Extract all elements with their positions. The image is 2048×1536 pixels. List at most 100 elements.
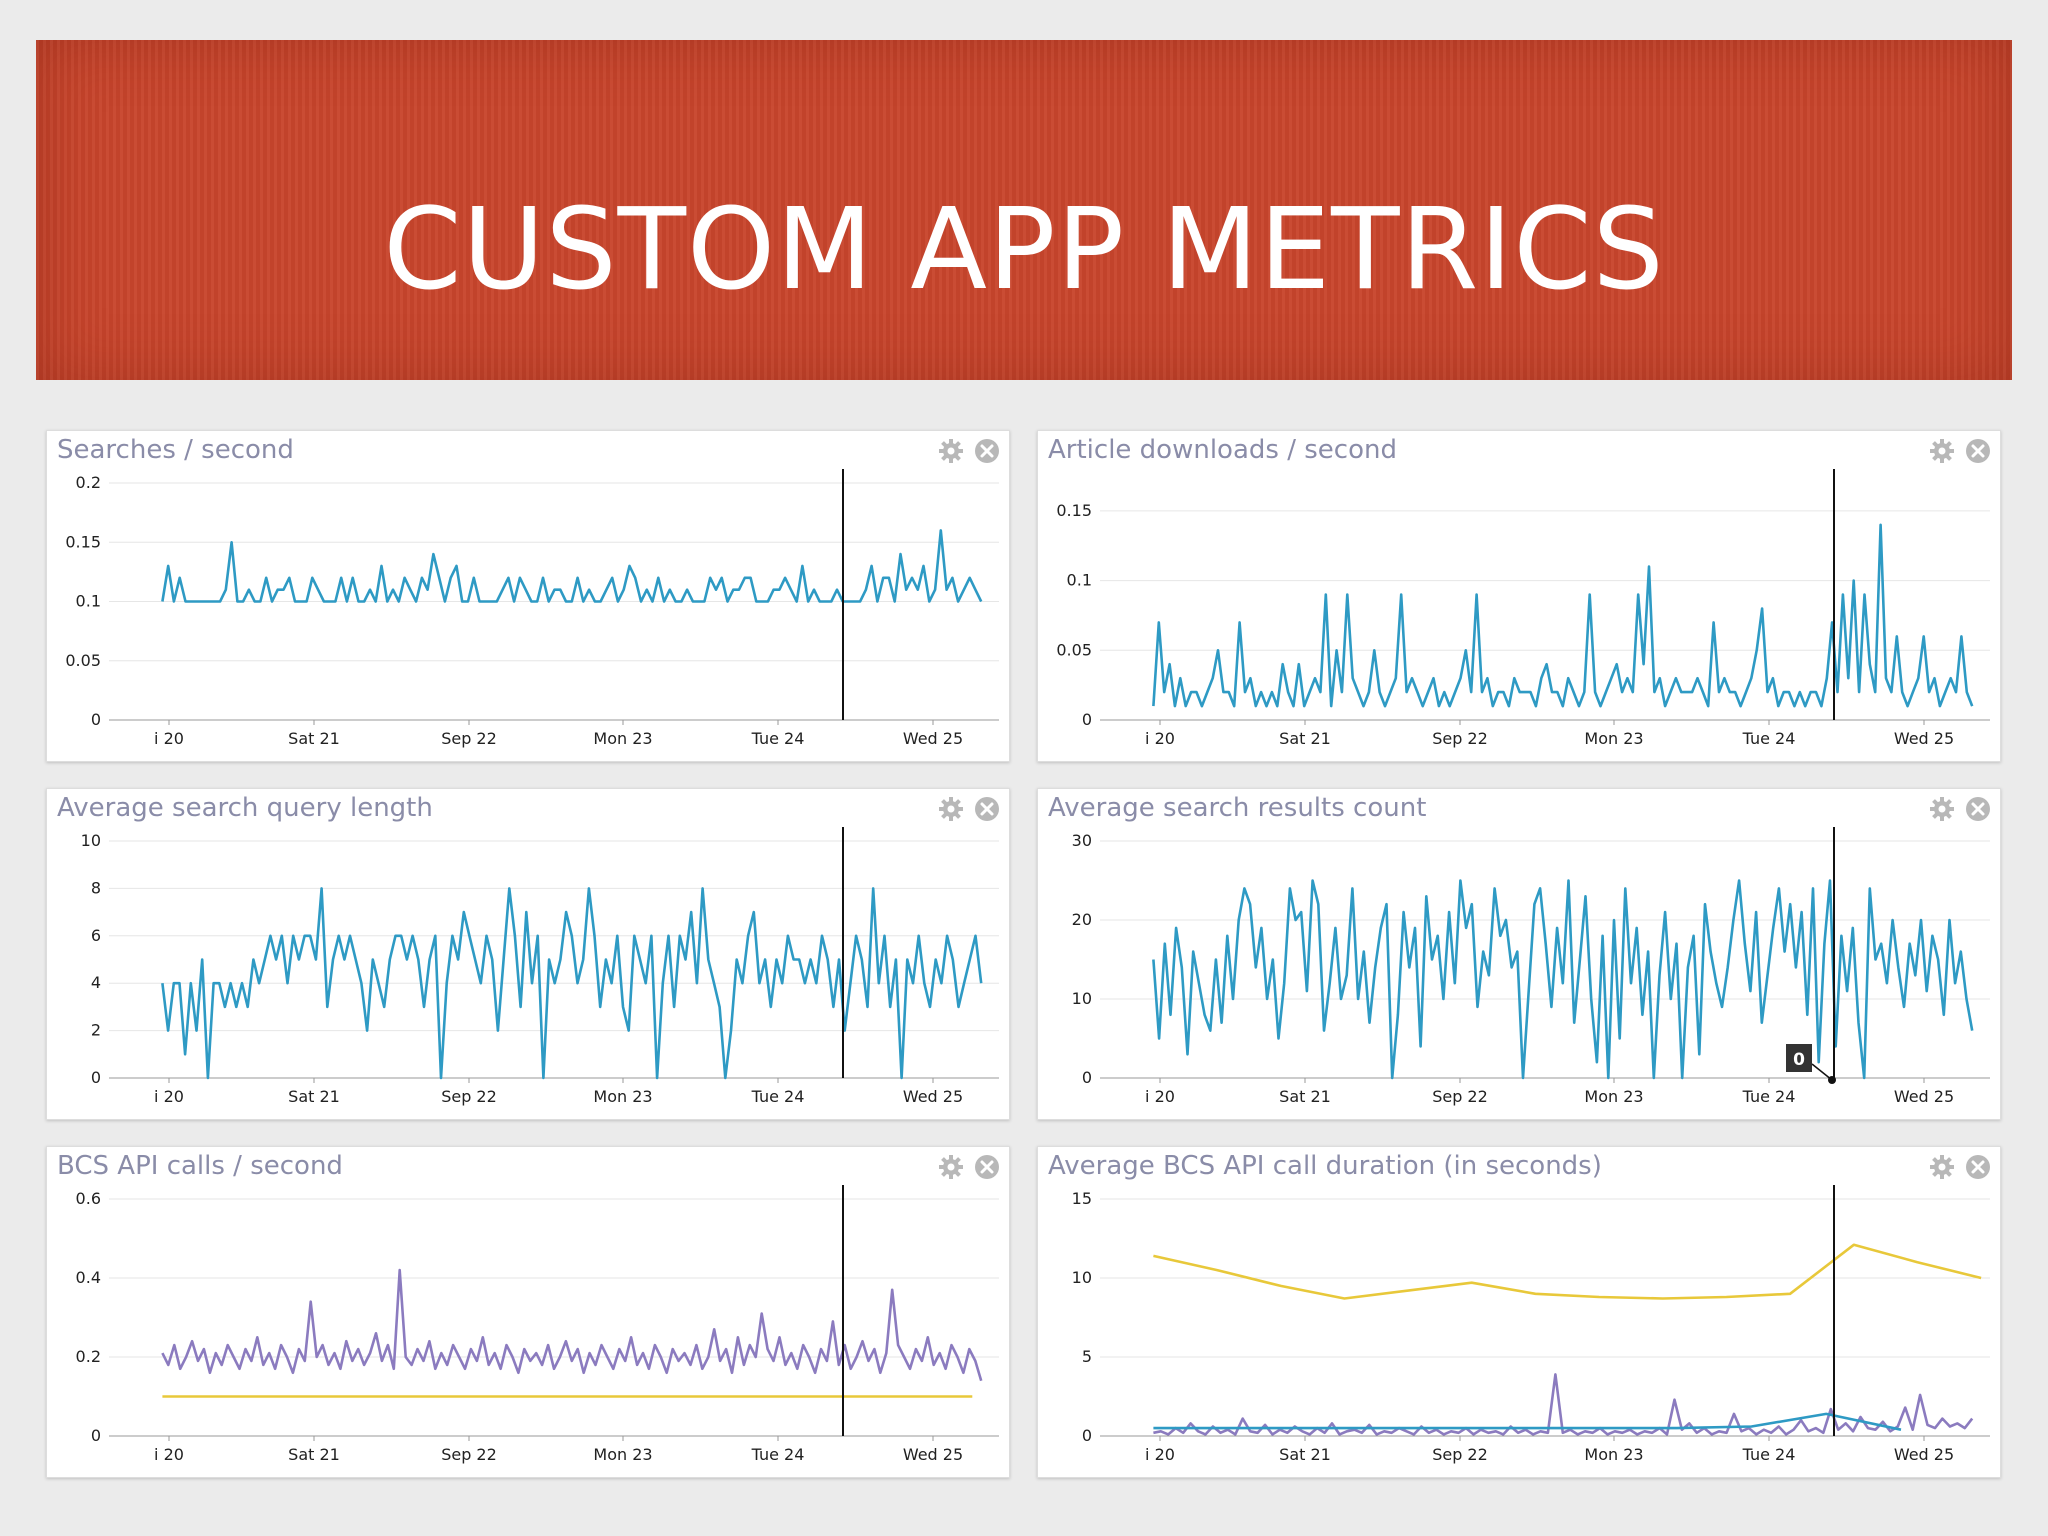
tooltip-leader: [1811, 1063, 1833, 1081]
gear-icon[interactable]: [1928, 795, 1956, 823]
panel-controls: [1928, 1153, 1992, 1181]
chart-svg: 30 20 10 0 i 20 Sat 21 Sep 22 Mon 23 Tue 24 Wed 2…: [1072, 827, 1990, 1106]
chart-svg: 15 10 5 0 i 20 Sat 21 Sep 22 Mon 23 Tue 24 Wed 25: [1072, 1185, 1990, 1464]
series-line: [1152, 523, 1974, 708]
x-tick-label: i 20: [1145, 1445, 1175, 1464]
x-tick-label: Sep 22: [441, 1087, 497, 1106]
y-tick-label: 6: [91, 926, 101, 945]
chart-panel-bcs-calls: BCS API calls / second 0.6 0.4 0.2 0 i 20 Sat …: [46, 1146, 1010, 1478]
x-tick-label: Sep 22: [1432, 729, 1488, 748]
y-tick-label: 0.05: [1056, 640, 1092, 659]
panel-controls: [937, 795, 1001, 823]
y-tick-label: 30: [1072, 831, 1092, 850]
series-line: [161, 887, 983, 1080]
tooltip-value: 0: [1793, 1050, 1805, 1070]
chart-title: Average search query length: [57, 793, 433, 823]
chart-title: Average search results count: [1048, 793, 1427, 823]
title-banner: CUSTOM APP METRICS: [36, 40, 2012, 380]
x-tick-label: Sat 21: [288, 729, 340, 748]
gear-icon[interactable]: [937, 437, 965, 465]
x-tick-label: Wed 25: [903, 729, 963, 748]
chart-svg: 10 8 6 4 2 0 i 20 Sat 21 Sep 22 Mon 23 Tue 24 Wed 2…: [81, 827, 999, 1106]
x-tick-label: Mon 23: [593, 1445, 652, 1464]
series-line: [1153, 1373, 1974, 1436]
chart-svg: 0.2 0.15 0.1 0.05 0 i 20 Sat 21 Sep 22 Mon 23 Tue…: [65, 469, 999, 748]
x-tick-label: Sep 22: [441, 1445, 497, 1464]
y-tick-label: 0.2: [76, 1347, 101, 1366]
chart-panel-results-count: Average search results count 30 20 10 0 i 20 S…: [1037, 788, 2001, 1120]
chart-title: Searches / second: [57, 435, 294, 465]
close-icon[interactable]: [1964, 1153, 1992, 1181]
y-tick-label: 0.15: [1056, 501, 1092, 520]
y-tick-label: 0.1: [76, 592, 101, 611]
chart-panel-searches: Searches / second 0.2 0.15 0.1 0.05 0 i 20 Sat …: [46, 430, 1010, 762]
gear-icon[interactable]: [1928, 1153, 1956, 1181]
y-tick-label: 0: [1082, 1426, 1092, 1445]
y-tick-label: 0: [91, 1426, 101, 1445]
y-tick-label: 4: [91, 973, 101, 992]
y-tick-label: 8: [91, 878, 101, 897]
x-tick-label: Wed 25: [1894, 1445, 1954, 1464]
x-tick-label: i 20: [1145, 1087, 1175, 1106]
close-icon[interactable]: [1964, 795, 1992, 823]
x-tick-label: Wed 25: [1894, 1087, 1954, 1106]
series-line: [1153, 1243, 1982, 1300]
y-tick-label: 0.15: [65, 532, 101, 551]
x-tick-label: i 20: [154, 729, 184, 748]
x-tick-label: Wed 25: [903, 1087, 963, 1106]
y-tick-label: 20: [1072, 910, 1092, 929]
y-tick-label: 0: [1082, 710, 1092, 729]
x-tick-label: Tue 24: [751, 1445, 805, 1464]
y-tick-label: 0.05: [65, 651, 101, 670]
y-tick-label: 0.1: [1067, 571, 1092, 590]
x-tick-label: i 20: [1145, 729, 1175, 748]
series-line: [161, 529, 983, 603]
chart-svg: 0.15 0.1 0.05 0 i 20 Sat 21 Sep 22 Mon 23 Tue 24…: [1056, 469, 1990, 748]
x-tick-label: Mon 23: [1584, 1445, 1643, 1464]
y-tick-label: 0.4: [76, 1268, 101, 1287]
x-tick-label: Tue 24: [751, 1087, 805, 1106]
x-tick-label: Mon 23: [1584, 729, 1643, 748]
y-tick-label: 5: [1082, 1347, 1092, 1366]
x-tick-label: Sep 22: [1432, 1087, 1488, 1106]
chart-title: Average BCS API call duration (in second…: [1048, 1151, 1602, 1181]
x-tick-label: Sat 21: [288, 1087, 340, 1106]
panel-controls: [1928, 437, 1992, 465]
gear-icon[interactable]: [937, 795, 965, 823]
chart-panel-bcs-duration: Average BCS API call duration (in second…: [1037, 1146, 2001, 1478]
x-tick-label: Sep 22: [441, 729, 497, 748]
x-tick-label: i 20: [154, 1445, 184, 1464]
series-line: [161, 1268, 983, 1382]
chart-title: BCS API calls / second: [57, 1151, 343, 1181]
y-tick-label: 0: [91, 710, 101, 729]
y-tick-label: 0.6: [76, 1189, 101, 1208]
x-tick-label: Tue 24: [1742, 1087, 1796, 1106]
chart-title: Article downloads / second: [1048, 435, 1397, 465]
gear-icon[interactable]: [937, 1153, 965, 1181]
x-tick-label: Sat 21: [288, 1445, 340, 1464]
panel-controls: [937, 1153, 1001, 1181]
gear-icon[interactable]: [1928, 437, 1956, 465]
x-tick-label: Wed 25: [903, 1445, 963, 1464]
x-tick-label: i 20: [154, 1087, 184, 1106]
chart-panel-article-downloads: Article downloads / second 0.15 0.1 0.05 0 i …: [1037, 430, 2001, 762]
x-tick-label: Tue 24: [751, 729, 805, 748]
series-line: [1153, 1412, 1902, 1431]
close-icon[interactable]: [973, 437, 1001, 465]
close-icon[interactable]: [1964, 437, 1992, 465]
x-tick-label: Sat 21: [1279, 729, 1331, 748]
y-tick-label: 0: [1082, 1068, 1092, 1087]
x-tick-label: Mon 23: [1584, 1087, 1643, 1106]
x-tick-label: Sat 21: [1279, 1445, 1331, 1464]
close-icon[interactable]: [973, 1153, 1001, 1181]
x-tick-label: Tue 24: [1742, 729, 1796, 748]
series-line: [1152, 879, 1974, 1080]
close-icon[interactable]: [973, 795, 1001, 823]
y-tick-label: 0.2: [76, 473, 101, 492]
panel-controls: [1928, 795, 1992, 823]
panel-controls: [937, 437, 1001, 465]
slide-title: CUSTOM APP METRICS: [383, 185, 1665, 315]
y-tick-label: 0: [91, 1068, 101, 1087]
x-tick-label: Mon 23: [593, 1087, 652, 1106]
y-tick-label: 10: [81, 831, 101, 850]
